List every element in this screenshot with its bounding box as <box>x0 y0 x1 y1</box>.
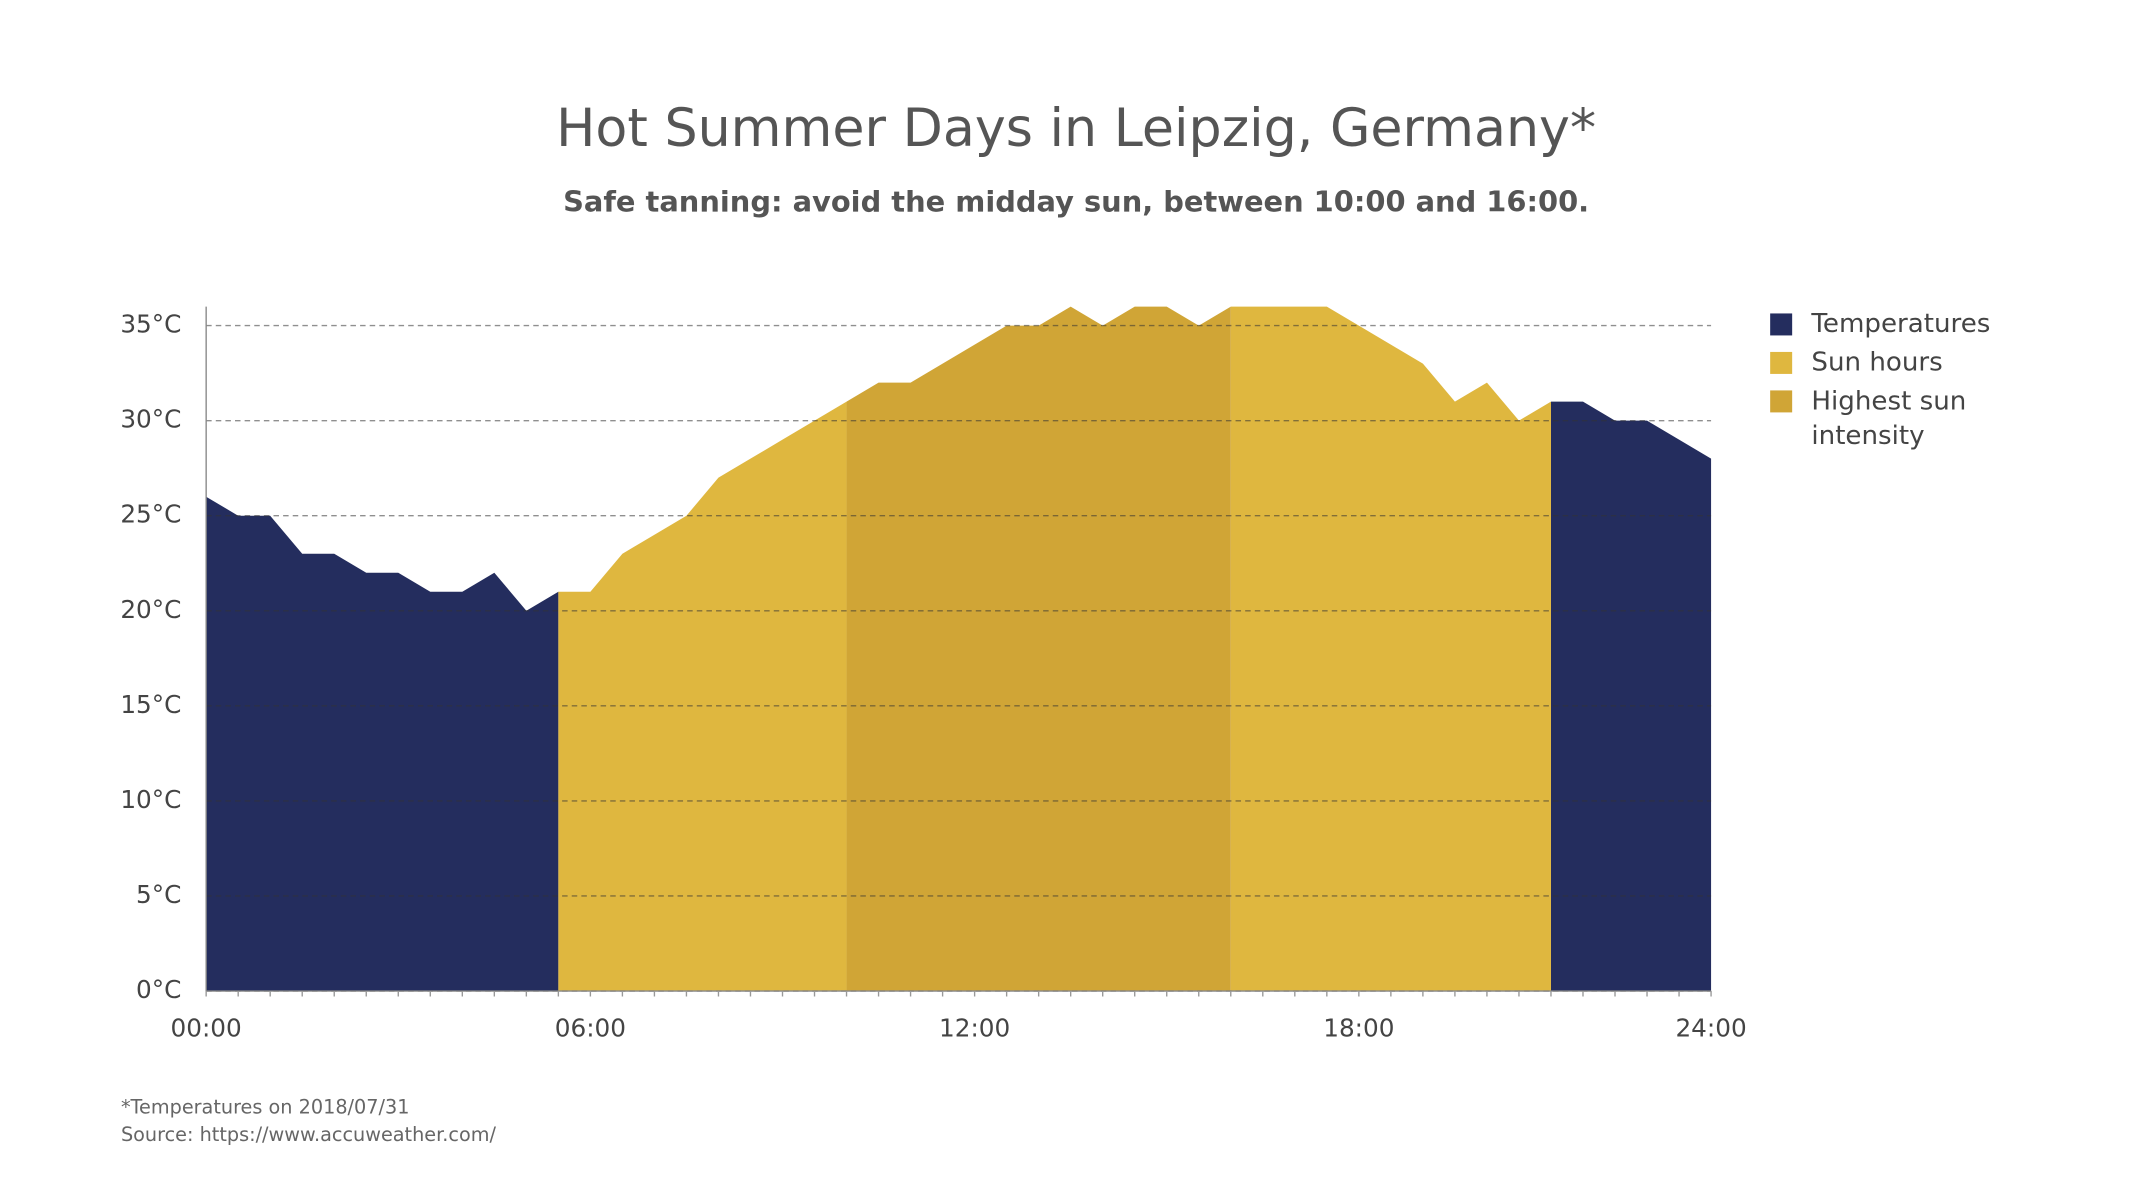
y-tick-label: 25°C <box>120 500 181 529</box>
legend-label: Sun hours <box>1811 347 1942 377</box>
x-tick-label: 00:00 <box>171 1013 242 1042</box>
area <box>846 306 1231 992</box>
y-tick-label: 0°C <box>136 975 181 1004</box>
legend-swatch <box>1770 313 1793 336</box>
y-tick-label: 15°C <box>120 690 181 719</box>
footnote: Source: https://www.accuweather.com/ <box>121 1123 497 1146</box>
y-tick-label: 10°C <box>120 785 181 814</box>
y-tick-label: 20°C <box>120 595 181 624</box>
x-tick-label: 06:00 <box>555 1013 626 1042</box>
legend-label: Temperatures <box>1810 309 1990 339</box>
area <box>558 306 1551 992</box>
area <box>206 401 1712 992</box>
legend-swatch <box>1770 351 1793 374</box>
chart-subtitle: Safe tanning: avoid the midday sun, betw… <box>563 184 1589 218</box>
y-tick-label: 30°C <box>120 405 181 434</box>
x-tick-label: 24:00 <box>1675 1013 1746 1042</box>
footnote: *Temperatures on 2018/07/31 <box>121 1095 410 1118</box>
chart-title: Hot Summer Days in Leipzig, Germany* <box>556 99 1596 159</box>
x-tick-label: 18:00 <box>1323 1013 1394 1042</box>
legend-swatch <box>1770 390 1793 413</box>
x-tick-label: 12:00 <box>939 1013 1010 1042</box>
legend-label: Highest sun intensity <box>1811 386 1966 450</box>
y-tick-label: 5°C <box>136 880 181 909</box>
y-tick-label: 35°C <box>120 310 181 339</box>
